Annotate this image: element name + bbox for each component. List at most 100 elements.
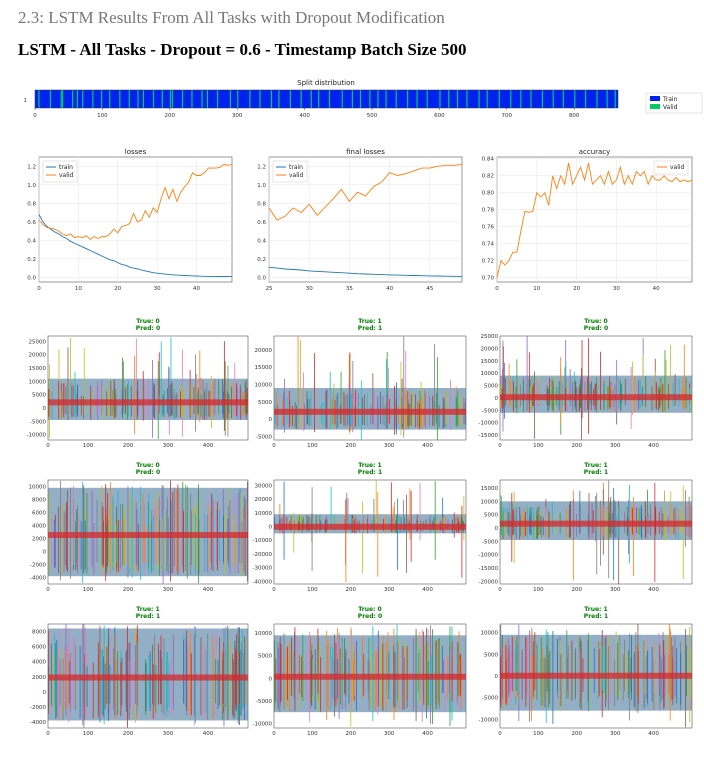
x-tick-label: 0 (37, 286, 41, 292)
x-tick-label: 300 (163, 587, 174, 593)
y-tick-label: 0 (495, 396, 499, 402)
pred-label: Pred: 0 (584, 325, 608, 332)
y-tick-label: 1.0 (27, 183, 36, 189)
split-xtick: 700 (502, 113, 513, 119)
y-tick-label: 5000 (32, 393, 46, 399)
plot-frame (496, 156, 693, 283)
y-tick-label: 2000 (32, 675, 46, 681)
section-heading: 2.3: LSTM Results From All Tasks with Dr… (18, 8, 445, 27)
split-plot-area: 0 100 200 300 400 500 600 700 800 (33, 89, 619, 119)
split-valid-mark (229, 90, 231, 108)
split-valid-mark (351, 90, 353, 108)
split-valid-mark (562, 90, 564, 108)
x-tick-label: 400 (422, 587, 433, 593)
split-valid-mark (596, 90, 598, 108)
y-tick-label: 10000 (255, 511, 273, 517)
legend-box (42, 160, 78, 183)
y-tick-label: -10000 (479, 421, 499, 427)
y-tick-label: 0.6 (27, 220, 36, 226)
y-tick-label: -15000 (479, 566, 499, 572)
y-tick-label: 0.8 (257, 201, 266, 207)
y-tick-label: 1.2 (257, 164, 266, 170)
pred-label: Pred: 0 (358, 613, 382, 620)
y-tick-label: 10000 (255, 631, 273, 637)
split-valid-mark (426, 90, 428, 108)
x-tick-label: 40 (386, 286, 393, 292)
x-tick-label: 20 (573, 286, 580, 292)
chart-title: losses (125, 148, 147, 156)
y-tick-label: 0.84 (482, 157, 495, 163)
legend-valid-swatch (650, 104, 660, 109)
y-tick-label: 0 (495, 674, 499, 680)
x-tick-label: 200 (346, 443, 357, 449)
y-tick-label: 20000 (255, 348, 273, 354)
signal-traces (274, 480, 466, 583)
x-tick-label: 100 (83, 587, 94, 593)
y-tick-label: 0.2 (27, 257, 36, 263)
y-tick-label: 8000 (32, 498, 46, 504)
split-valid-mark (530, 90, 532, 108)
y-tick-label: 0.4 (257, 238, 266, 244)
y-tick-label: 0.74 (482, 242, 495, 248)
x-tick-label: 400 (422, 443, 433, 449)
y-tick-label: 0.78 (482, 208, 495, 214)
x-tick-label: 100 (307, 443, 318, 449)
y-tick-label: 2000 (32, 537, 46, 543)
y-tick-label: 20000 (29, 353, 47, 359)
split-valid-mark (541, 90, 544, 108)
y-tick-label: 25000 (481, 334, 499, 340)
split-valid-mark (466, 90, 468, 108)
x-tick-label: 45 (426, 286, 433, 292)
split-valid-mark (341, 90, 343, 108)
x-tick-label: 35 (346, 286, 353, 292)
split-valid-mark (152, 90, 155, 108)
y-tick-label: 8000 (32, 630, 46, 636)
split-valid-mark (38, 90, 40, 108)
split-valid-mark (49, 90, 52, 108)
y-tick-label: -20000 (479, 579, 499, 585)
y-tick-label: 0 (269, 417, 273, 423)
y-tick-label: -10000 (27, 433, 47, 439)
split-valid-mark (328, 90, 331, 108)
x-tick-label: 400 (648, 443, 659, 449)
split-distribution-chart: Split distribution 1 0 100 200 300 400 500 600… (24, 79, 703, 119)
x-tick-label: 200 (123, 587, 134, 593)
series-line-train (268, 266, 463, 277)
split-valid-mark (92, 90, 94, 108)
final-losses-chart: final losses 25 30 35 40 45 0.0 0.2 0.4 0.6 0.8 1.0… (257, 148, 463, 292)
legend-label: valid (670, 164, 685, 171)
y-tick-label: 0 (495, 526, 499, 532)
signal-traces (500, 336, 692, 440)
y-tick-label: -5000 (482, 539, 498, 545)
split-valid-mark (478, 90, 480, 108)
legend-label: valid (59, 172, 74, 179)
legend-label: train (59, 164, 73, 171)
x-tick-label: 400 (422, 731, 433, 737)
x-tick-label: 0 (272, 587, 276, 593)
split-xtick: 300 (232, 113, 243, 119)
x-tick-label: 400 (648, 731, 659, 737)
y-tick-label: 20000 (481, 346, 499, 352)
signal-traces (500, 624, 692, 728)
pred-label: Pred: 1 (358, 469, 382, 476)
split-valid-mark (520, 90, 522, 108)
split-valid-mark (278, 90, 280, 108)
split-valid-mark (206, 90, 209, 108)
x-tick-label: 300 (610, 587, 621, 593)
y-tick-label: 0.80 (482, 191, 495, 197)
y-tick-label: 0.6 (257, 220, 266, 226)
y-tick-label: 10000 (481, 499, 499, 505)
split-valid-mark (72, 90, 74, 108)
legend-train-swatch (650, 96, 660, 101)
signal-traces (48, 480, 248, 584)
series-line-valid (268, 163, 463, 221)
x-tick-label: 100 (307, 731, 318, 737)
x-tick-label: 300 (610, 443, 621, 449)
split-valid-mark (237, 90, 239, 108)
y-tick-label: 5000 (484, 384, 498, 390)
legend-label: valid (289, 172, 304, 179)
